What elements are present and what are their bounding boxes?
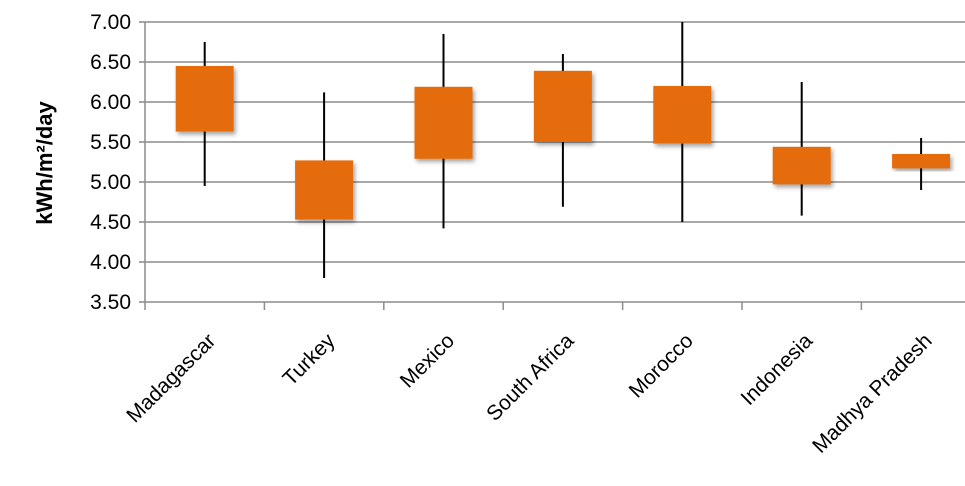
gridlines <box>139 21 965 303</box>
x-category-label: Madhya Pradesh <box>808 329 937 458</box>
y-tick-label: 5.50 <box>90 131 131 154</box>
y-axis-title: kWh/m²/day <box>32 101 57 225</box>
box-madagascar <box>175 66 234 132</box>
y-tick-label: 7.00 <box>90 11 131 34</box>
x-category-label: Indonesia <box>737 329 818 410</box>
boxes <box>175 66 951 220</box>
x-category-label: Madagascar <box>122 329 220 427</box>
y-tick-label: 3.50 <box>90 291 131 314</box>
y-tick-label: 6.00 <box>90 91 131 114</box>
y-tick-label: 6.50 <box>90 51 131 74</box>
box-south-africa <box>533 70 592 142</box>
box-mexico <box>414 86 473 159</box>
box-morocco <box>653 86 712 144</box>
y-tick-label: 5.00 <box>90 171 131 194</box>
x-category-label: Mexico <box>396 329 459 392</box>
x-category-label: Morocco <box>625 329 698 402</box>
box-indonesia <box>772 146 831 185</box>
axes <box>144 22 863 310</box>
x-category-label: South Africa <box>482 329 579 426</box>
box-turkey <box>295 160 354 220</box>
y-tick-label: 4.50 <box>90 211 131 234</box>
y-tick-label: 4.00 <box>90 251 131 274</box>
x-category-label: Turkey <box>279 329 340 390</box>
box-madhya-pradesh <box>892 154 951 169</box>
